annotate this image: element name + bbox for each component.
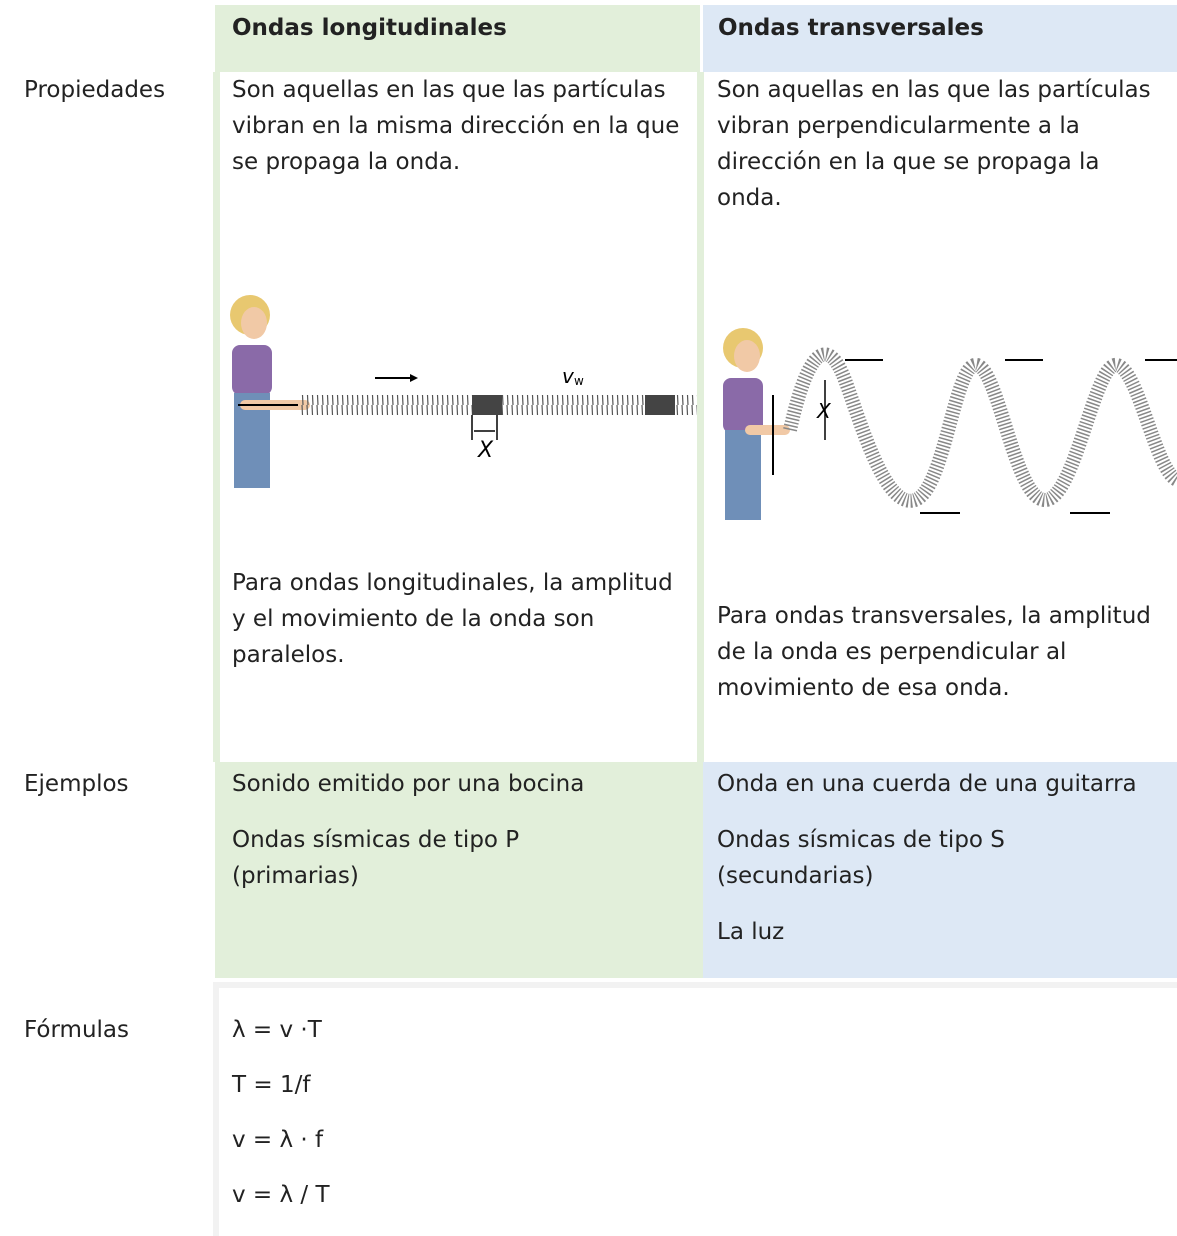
amplitude-label: X (477, 438, 494, 463)
transversal-figure: X (723, 328, 1177, 520)
column-strip (213, 72, 220, 762)
description: Son aquellas en las que las partículas v… (717, 77, 1151, 211)
examples-cell-bg (703, 762, 1177, 978)
velocity-subscript: w (574, 374, 584, 388)
row-label: Propiedades (24, 77, 166, 103)
velocity-label: v (562, 364, 575, 388)
formula: T = 1/f (232, 1072, 311, 1098)
examples-cell-bg (215, 762, 703, 978)
example-item: Ondas sísmicas de tipo P (primarias) (232, 827, 520, 889)
amplitude-label: X (816, 399, 832, 423)
column-strip (213, 982, 219, 1236)
formula: v = λ / T (232, 1182, 330, 1208)
column-header: Ondas longitudinales (232, 15, 507, 41)
column-header: Ondas transversales (718, 15, 984, 41)
example-item: Sonido emitido por una bocina (232, 771, 585, 797)
row-label: Ejemplos (24, 771, 129, 797)
longitudinal-figure: v w X (230, 295, 697, 488)
description: Son aquellas en las que las partículas v… (232, 77, 680, 175)
caption: Para ondas longitudinales, la amplitud y… (232, 570, 673, 668)
example-item: La luz (717, 919, 785, 945)
examples-list: Onda en una cuerda de una guitarra Ondas … (717, 766, 1137, 970)
row-rule (213, 982, 1177, 988)
example-item: Onda en una cuerda de una guitarra (717, 771, 1137, 797)
example-item: Ondas sísmicas de tipo S (secundarias) (717, 827, 1005, 889)
column-strip (697, 72, 704, 762)
examples-list: Sonido emitido por una bocina Ondas sísmi… (232, 766, 622, 914)
formula-list: λ = v ·T T = 1/f v = λ · f v = λ / T (232, 1012, 330, 1232)
formula: v = λ · f (232, 1127, 324, 1153)
header-cell-bg (703, 5, 1177, 72)
row-label: Fórmulas (24, 1017, 129, 1043)
header-cell-bg (215, 5, 700, 72)
formula: λ = v ·T (232, 1017, 322, 1043)
caption: Para ondas transversales, la amplitud de… (717, 603, 1151, 701)
